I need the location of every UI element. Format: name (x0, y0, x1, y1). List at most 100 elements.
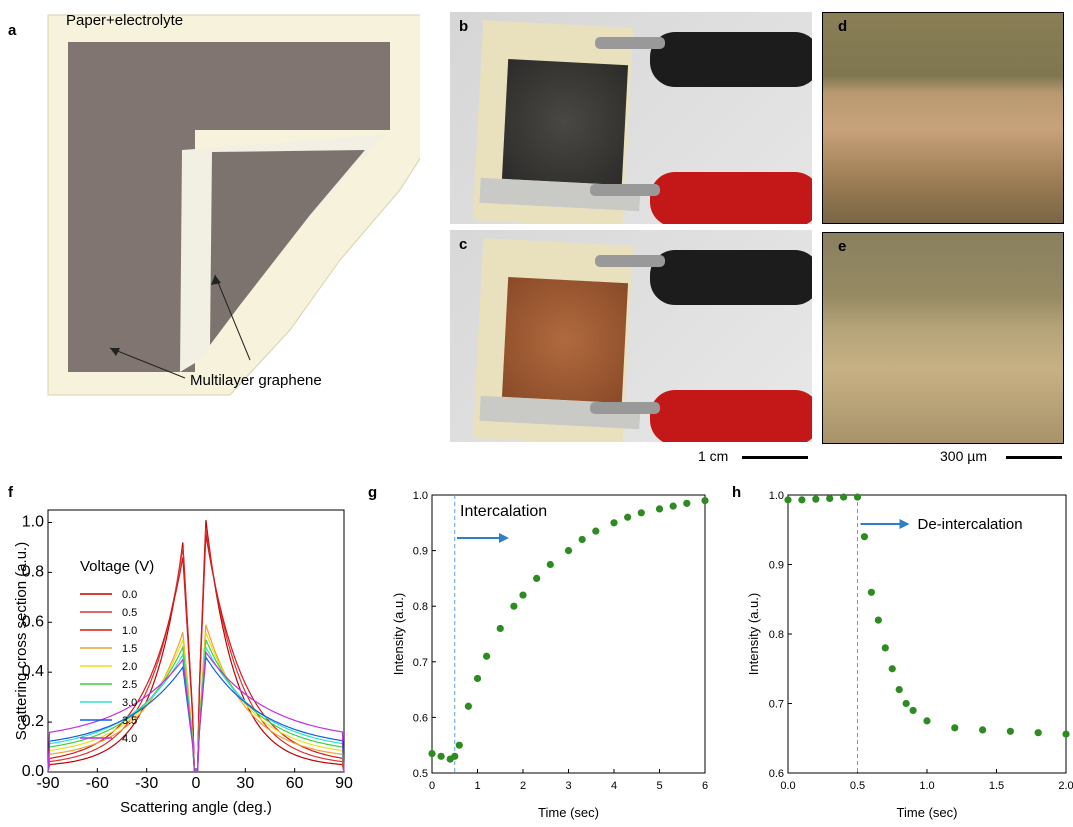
legend-label-0.0: 0.0 (122, 589, 137, 601)
legend-label-4.0: 4.0 (122, 733, 137, 745)
y-tick-label: 0.9 (769, 560, 784, 572)
panel-label-f: f (8, 484, 13, 501)
data-point (1062, 730, 1070, 738)
plot-frame (431, 494, 706, 774)
data-point (784, 496, 792, 504)
data-point (510, 602, 518, 610)
photo-c (450, 230, 812, 442)
x-tick-label: 6 (702, 780, 708, 792)
arrow-head (899, 519, 910, 529)
data-point (902, 699, 910, 708)
annotation-label: De-intercalation (918, 516, 1023, 533)
data-point (451, 752, 459, 760)
scalebar-300um-label: 300 µm (940, 448, 987, 464)
y-tick-label: 0.7 (413, 657, 428, 669)
legend-label-0.5: 0.5 (122, 607, 137, 619)
panel-label-h: h (732, 484, 742, 501)
x-tick-label: -60 (86, 775, 109, 792)
data-point (923, 717, 931, 725)
data-point (655, 505, 664, 513)
y-tick-label: 1.0 (22, 513, 44, 530)
y-tick-label: 0.8 (413, 601, 428, 613)
x-tick-label: 90 (335, 775, 353, 792)
data-point (840, 493, 848, 501)
series-line-2.5 (47, 639, 345, 773)
chart-f: -90 -60 -30 0 30 60 90 0.0 0.2 0.4 0.6 0.8 1.0 Scatte… (13, 509, 353, 816)
chart-h: 0.0 0.5 1.0 1.5 2.0 0.6 0.7 0.8 0.9 1.0 Time (sec)… (746, 490, 1073, 820)
x-tick-label: 3 (565, 780, 571, 792)
x-tick-label: 2 (520, 780, 526, 792)
panel-label-a: a (8, 22, 17, 39)
data-point (473, 674, 482, 683)
y-tick-label: 0.8 (22, 563, 44, 580)
legend-label-3.5: 3.5 (122, 715, 137, 727)
legend-title: Voltage (V) (80, 558, 154, 575)
y-tick-label: 1.0 (413, 490, 428, 502)
data-point (979, 726, 987, 734)
data-point (701, 496, 709, 505)
x-tick-label: 60 (286, 775, 304, 792)
graphene-arrows (109, 274, 251, 379)
data-point (592, 527, 600, 535)
plot-frame (787, 494, 1067, 774)
x-axis-label: Time (sec) (538, 805, 599, 820)
legend-label-2.5: 2.5 (122, 679, 137, 691)
x-tick-label: 5 (656, 780, 662, 792)
x-tick-label: -90 (36, 775, 59, 792)
x-tick-label: 1.0 (919, 780, 934, 792)
y-tick-label: 0.0 (22, 763, 44, 780)
data-point (860, 533, 869, 541)
data-point (437, 752, 445, 760)
data-point (533, 574, 541, 582)
data-point (578, 535, 586, 544)
panel-label-d: d (838, 18, 848, 35)
legend-label-3.0: 3.0 (122, 697, 137, 709)
y-tick-label: 0.6 (769, 768, 784, 780)
x-tick-label: 4 (611, 780, 617, 792)
y-axis-label: Intensity (a.u.) (391, 593, 406, 675)
data-point (1034, 729, 1042, 737)
y-tick-label: 0.6 (22, 613, 44, 630)
multilayer-graphene-label: Multilayer graphene (190, 372, 322, 389)
legend-label-1.0: 1.0 (122, 625, 137, 637)
data-point (683, 499, 691, 507)
y-tick-label: 0.2 (22, 713, 44, 730)
x-tick-label: 0 (192, 775, 201, 792)
x-axis-label: Time (sec) (897, 805, 958, 820)
y-tick-label: 0.9 (413, 546, 428, 558)
paper-electrolyte-label: Paper+electrolyte (66, 12, 184, 29)
data-point (951, 724, 959, 732)
y-tick-label: 0.4 (22, 663, 44, 680)
y-tick-label: 0.6 (413, 712, 428, 724)
series-line-3.5 (47, 655, 345, 773)
y-axis-label: Intensity (a.u.) (746, 593, 761, 675)
x-tick-label: 0 (429, 780, 435, 792)
data-point (888, 665, 896, 673)
legend-label-2.0: 2.0 (122, 661, 137, 673)
panel-label-e: e (838, 238, 847, 255)
scalebar-300um (1006, 456, 1062, 459)
scalebar-1cm (742, 456, 808, 459)
data-point (564, 547, 573, 555)
series-line-4.0 (47, 650, 345, 773)
arrow-head (499, 533, 509, 543)
x-tick-label: 30 (236, 775, 254, 792)
paper-illustration (47, 14, 420, 396)
x-tick-label: 2.0 (1058, 780, 1073, 792)
panel-label-g: g (368, 484, 378, 501)
chart-g: 0 1 2 3 4 5 6 0.5 0.6 0.7 0.8 0.9 1.0 Time (sec) Inten… (391, 490, 709, 820)
micrograph-d (822, 12, 1064, 224)
data-point (826, 494, 834, 503)
y-tick-label: 1.0 (769, 490, 784, 502)
y-tick-label: 0.5 (413, 768, 428, 780)
panel-label-c: c (459, 236, 468, 253)
data-point (874, 616, 882, 624)
data-point (483, 652, 491, 660)
data-point (881, 644, 889, 652)
data-point (812, 495, 820, 503)
data-point (895, 686, 903, 694)
series-line-1.5 (47, 624, 345, 773)
legend-label-1.5: 1.5 (122, 643, 137, 655)
data-point (853, 493, 862, 501)
panel-label-b: b (459, 18, 469, 35)
